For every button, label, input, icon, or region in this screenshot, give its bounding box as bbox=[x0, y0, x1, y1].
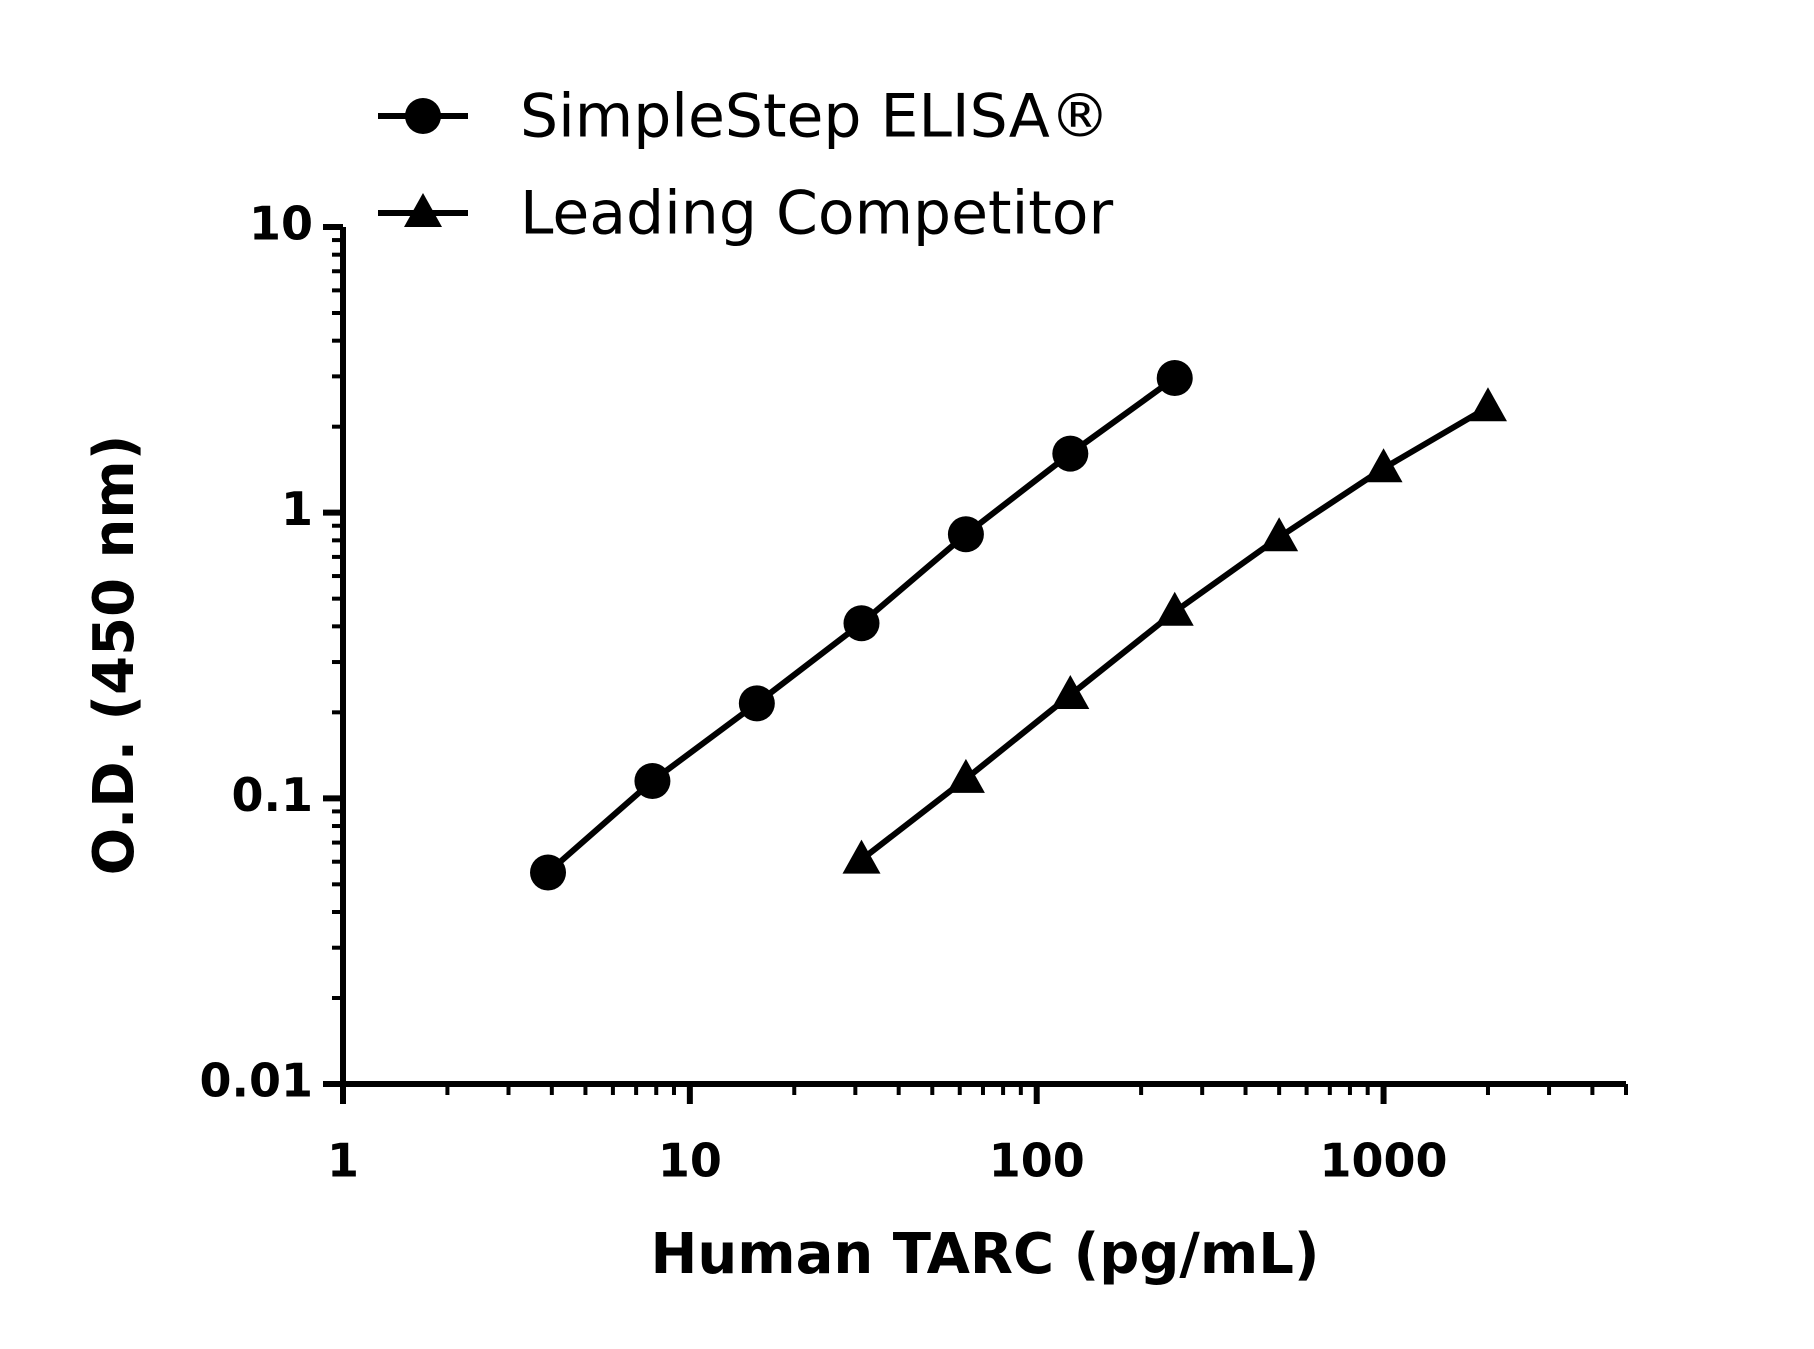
marker-circle bbox=[405, 98, 441, 134]
marker-triangle bbox=[1468, 387, 1507, 422]
marker-circle bbox=[843, 605, 880, 642]
y-tick-label: 0.1 bbox=[232, 768, 314, 822]
marker-triangle bbox=[1260, 517, 1299, 552]
x-axis-label: Human TARC (pg/mL) bbox=[651, 1222, 1320, 1287]
marker-circle bbox=[738, 685, 775, 722]
y-axis-label: O.D. (450 nm) bbox=[82, 435, 147, 876]
marker-circle bbox=[530, 854, 567, 891]
x-tick-label: 100 bbox=[989, 1134, 1085, 1188]
marker-circle bbox=[1052, 435, 1089, 472]
x-tick-label: 1000 bbox=[1320, 1134, 1448, 1188]
legend-label: Leading Competitor bbox=[520, 179, 1113, 249]
marker-triangle bbox=[1364, 448, 1403, 483]
marker-circle bbox=[947, 516, 984, 553]
y-tick-label: 1 bbox=[281, 482, 313, 536]
marker-triangle bbox=[404, 193, 442, 227]
marker-circle bbox=[1156, 360, 1193, 397]
y-tick-label: 10 bbox=[249, 197, 313, 251]
x-tick-label: 10 bbox=[658, 1134, 722, 1188]
marker-triangle bbox=[946, 758, 985, 793]
legend-label: SimpleStep ELISA® bbox=[520, 82, 1110, 152]
marker-circle bbox=[634, 762, 671, 799]
y-tick-label: 0.01 bbox=[200, 1054, 314, 1108]
marker-triangle bbox=[1051, 674, 1090, 709]
marker-triangle bbox=[1155, 591, 1194, 626]
x-tick-label: 1 bbox=[327, 1134, 359, 1188]
marker-triangle bbox=[842, 839, 881, 874]
